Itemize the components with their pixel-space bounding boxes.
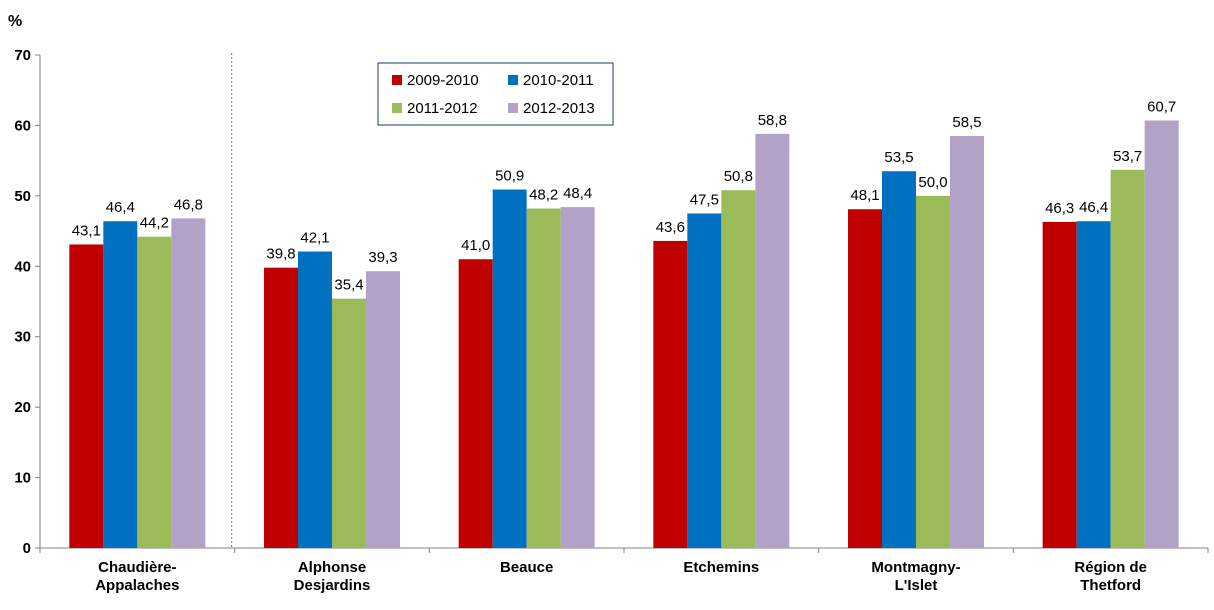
y-tick-label: 60 (14, 117, 31, 134)
bar-2011-2012 (137, 236, 172, 548)
legend-swatch (392, 103, 402, 113)
y-axis: 0 10 20 30 40 50 60 70 (14, 47, 41, 557)
bar-2009-2010 (1042, 221, 1077, 548)
legend: 2009-2010 2010-2011 2011-2012 2012-2013 (377, 62, 614, 126)
bar-2012-2013 (560, 207, 595, 548)
y-tick-label: 10 (14, 470, 31, 487)
bar-2010-2011 (1076, 221, 1111, 548)
bar-2011-2012 (1110, 169, 1145, 548)
bar-2010-2011 (687, 213, 722, 548)
y-tick-label: 20 (14, 399, 31, 416)
bar-2009-2010 (264, 267, 298, 548)
data-label: 50,9 (495, 168, 524, 185)
bar-2009-2010 (848, 209, 882, 548)
y-tick-label: 0 (23, 540, 31, 557)
y-tick-label: 30 (14, 329, 31, 346)
legend-box (377, 62, 614, 126)
bar-2011-2012 (916, 195, 950, 548)
data-label: 46,4 (1079, 199, 1108, 216)
bar-2011-2012 (526, 208, 561, 548)
legend-label: 2009-2010 (407, 72, 479, 89)
legend-label: 2011-2012 (407, 100, 478, 117)
legend-swatch (508, 75, 518, 85)
legend-swatch (508, 103, 518, 113)
x-category-label: Beauce (500, 559, 553, 576)
bar-2010-2011 (492, 189, 527, 549)
data-label: 39,3 (368, 249, 397, 266)
bars (69, 120, 1179, 549)
legend-label: 2012-2013 (523, 100, 595, 117)
data-label: 53,5 (884, 149, 913, 166)
bar-2012-2013 (950, 135, 984, 548)
data-label: 43,6 (656, 219, 685, 236)
legend-label: 2010-2011 (523, 72, 594, 89)
data-label: 58,5 (952, 114, 981, 131)
data-label: 50,8 (724, 168, 753, 185)
data-label: 48,4 (563, 185, 592, 202)
x-axis: Chaudière-Appalaches Alphonse Desjardins Be… (39, 53, 1209, 594)
data-label: 41,0 (461, 237, 490, 254)
x-category-label: Etchemins (683, 559, 759, 576)
data-label: 46,3 (1045, 200, 1074, 217)
x-category-label: Chaudière-Appalaches (95, 559, 179, 594)
bar-2011-2012 (721, 190, 756, 549)
bar-2009-2010 (458, 259, 493, 548)
data-label: 39,8 (266, 246, 295, 263)
y-unit-label: % (8, 13, 22, 30)
data-label: 46,8 (174, 196, 203, 213)
data-label: 50,0 (918, 174, 947, 191)
data-label: 47,5 (690, 191, 719, 208)
y-tick-label: 70 (14, 47, 31, 64)
x-category-label: Montmagny-L'Islet (871, 559, 960, 594)
bar-2010-2011 (882, 171, 916, 548)
data-label: 48,2 (529, 187, 558, 204)
bar-2012-2013 (171, 218, 206, 548)
data-label: 48,1 (850, 187, 879, 204)
data-label: 58,8 (758, 112, 787, 129)
data-label: 60,7 (1147, 98, 1176, 115)
data-label: 42,1 (300, 229, 329, 246)
y-tick-label: 50 (14, 188, 31, 205)
bar-2010-2011 (298, 251, 332, 548)
data-label: 44,2 (140, 215, 169, 232)
data-label: 35,4 (334, 277, 363, 294)
bar-2012-2013 (1144, 120, 1179, 549)
data-label: 53,7 (1113, 148, 1142, 165)
data-labels: 43,1 46,4 44,2 46,8 39,8 42,1 35,4 39,3 41,0 50,9… (72, 98, 1177, 293)
x-category-label: Région de Thetford (1074, 559, 1147, 594)
bar-2009-2010 (69, 244, 104, 548)
data-label: 43,1 (72, 222, 101, 239)
x-category-label: Alphonse Desjardins (294, 559, 371, 594)
y-tick-label: 40 (14, 258, 31, 275)
bar-2012-2013 (366, 271, 400, 548)
bar-2010-2011 (103, 221, 138, 548)
bar-2011-2012 (332, 298, 366, 548)
bar-2009-2010 (653, 240, 688, 548)
legend-swatch (392, 75, 402, 85)
data-label: 46,4 (106, 199, 135, 216)
bar-2012-2013 (755, 133, 790, 548)
